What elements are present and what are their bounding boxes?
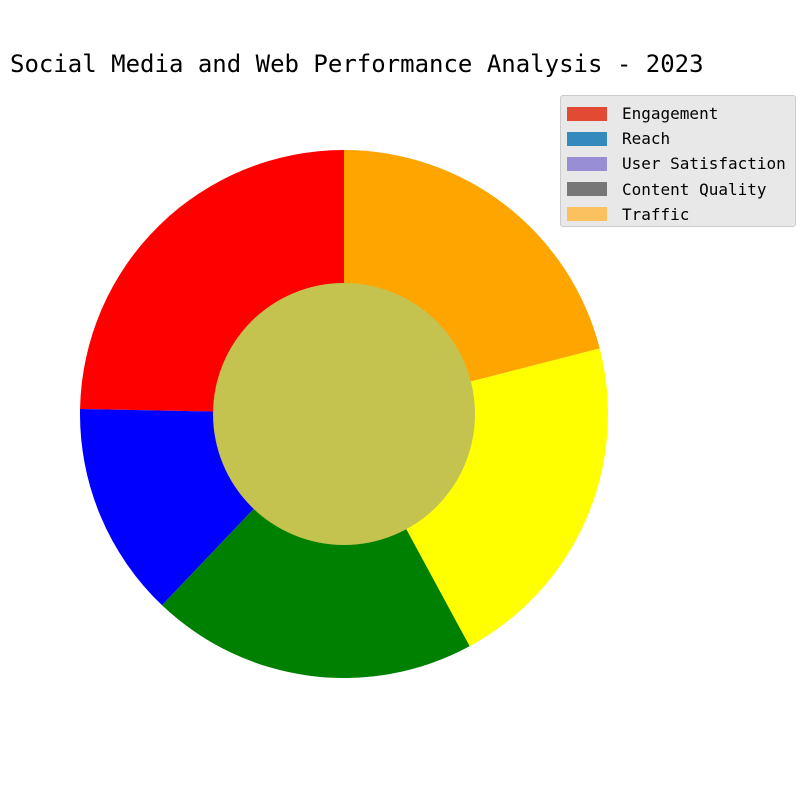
legend-swatch xyxy=(567,156,607,171)
legend-item: User Satisfaction xyxy=(567,151,795,176)
legend: Engagement Reach User Satisfaction Content … xyxy=(560,95,796,227)
legend-label: Engagement xyxy=(622,104,719,124)
legend-swatch xyxy=(567,106,607,121)
legend-label: Traffic xyxy=(622,204,690,224)
legend-swatch xyxy=(567,131,607,146)
donut-center xyxy=(213,283,475,545)
legend-label: Reach xyxy=(622,129,671,149)
chart-title: Social Media and Web Performance Analysi… xyxy=(10,50,704,78)
legend-item: Traffic xyxy=(567,202,795,227)
legend-swatch xyxy=(567,182,607,197)
legend-item: Content Quality xyxy=(567,177,795,202)
legend-item: Reach xyxy=(567,126,795,151)
legend-label: User Satisfaction xyxy=(622,154,786,174)
legend-swatch xyxy=(567,207,607,222)
legend-item: Engagement xyxy=(567,101,795,126)
pie-slice-3 xyxy=(162,414,470,679)
legend-label: Content Quality xyxy=(622,179,767,199)
